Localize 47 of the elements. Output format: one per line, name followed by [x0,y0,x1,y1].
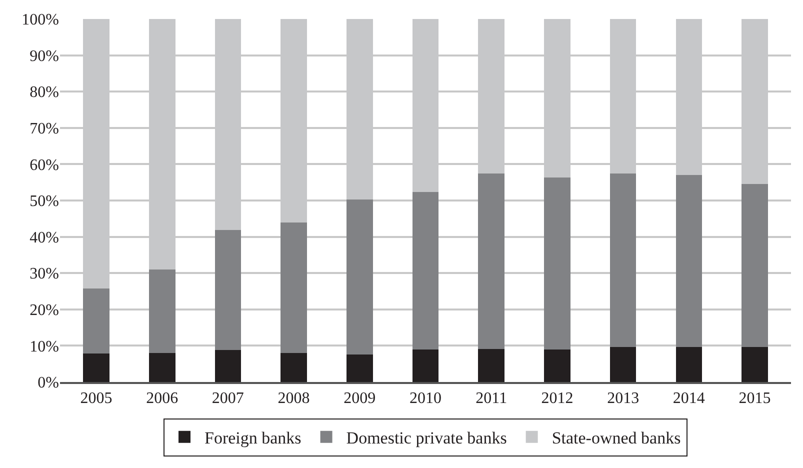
bar [148,352,176,382]
y-tick-label: 40% [30,229,59,246]
x-tick-label: 2008 [278,390,310,408]
bar [544,177,570,350]
y-tick-label: 90% [30,48,59,65]
bar [214,230,242,350]
bar [148,269,176,353]
bar [676,175,702,347]
x-tick-label: 2005 [80,390,112,408]
y-tick-label: 70% [30,120,59,138]
x-tick-label: 2013 [607,390,640,408]
y-tick-label: 100% [22,12,59,29]
y-tick-label: 30% [30,266,59,283]
bar [280,222,307,353]
bar [676,346,702,382]
bar [280,352,307,382]
x-tick-label: 2011 [476,390,508,408]
y-tick-label: 0% [38,374,59,392]
x-tick-label: 2015 [738,390,771,408]
y-tick-label: 80% [30,84,59,102]
bar [412,192,439,350]
legend-label: Domestic private banks [346,428,507,448]
bar [610,346,636,382]
legend-label: Foreign banks [204,428,302,448]
bar [346,199,373,354]
x-tick-label: 2014 [672,390,705,408]
bar [412,350,439,382]
bar [742,346,768,382]
x-tick-label: 2010 [410,390,442,408]
bar [83,288,110,354]
y-tick-label: 60% [30,156,59,174]
x-tick-label: 2012 [541,390,574,408]
bar [214,350,242,382]
bar [478,348,505,382]
bar [742,184,768,347]
bar [346,354,373,382]
bar [544,349,570,382]
bar [610,173,636,347]
bar [83,354,110,382]
y-tick-label: 20% [30,302,59,319]
x-tick-label: 2009 [344,390,376,408]
x-tick-label: 2006 [146,390,178,408]
legend-label: State-owned banks [552,428,681,448]
y-tick-label: 10% [30,338,59,356]
y-tick-label: 50% [30,193,59,210]
bar [478,173,505,349]
x-tick-label: 2007 [212,390,244,408]
